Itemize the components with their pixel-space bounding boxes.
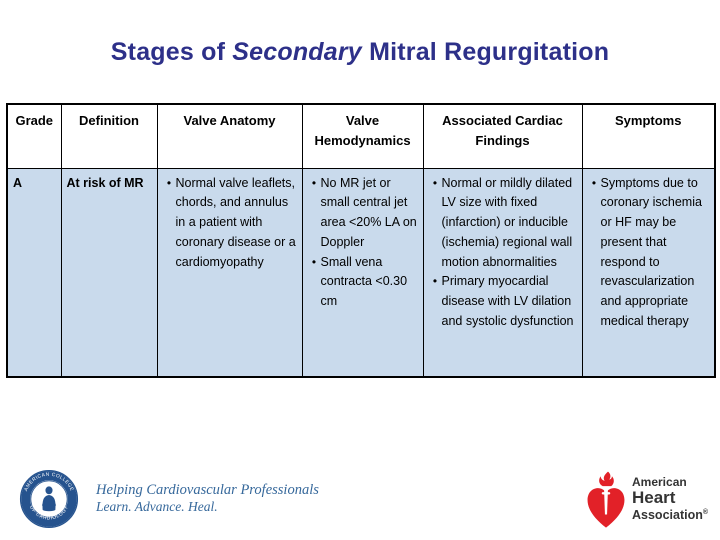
symptoms-bullet-1: Symptoms due to coronary ischemia or HF … (588, 174, 713, 332)
symptoms-cell: Symptoms due to coronary ischemia or HF … (581, 167, 716, 378)
header-row: Grade Definition Valve Anatomy Valve Hem… (6, 103, 716, 169)
grade-cell: A (6, 167, 62, 378)
aha-logo: American Heart Association® (586, 471, 714, 531)
aha-line3: Association® (632, 508, 709, 523)
title-suffix: Mitral Regurgitation (361, 38, 610, 66)
cardiac-findings-bullet-1: Normal or mildly dilated LV size with fi… (429, 174, 580, 273)
acc-seal-icon: AMERICAN COLLEGE OF CARDIOLOGY (19, 469, 79, 529)
header-definition: Definition (60, 103, 158, 169)
acc-tagline-line2: Learn. Advance. Heal. (96, 499, 218, 514)
title-prefix: Stages of (110, 38, 233, 66)
valve-hemodynamics-cell: No MR jet or small central jet area <20%… (301, 167, 424, 378)
header-symptoms: Symptoms (581, 103, 716, 169)
table-row-grade-a: A At risk of MR Normal valve leaflets, c… (6, 167, 716, 378)
aha-heart-torch-icon (587, 471, 625, 528)
associated-cardiac-findings-cell: Normal or mildly dilated LV size with fi… (422, 167, 583, 378)
valve-hemodynamics-bullet-1: No MR jet or small central jet area <20%… (308, 174, 421, 253)
acc-seal-figure (41, 486, 57, 512)
valve-anatomy-cell: Normal valve leaflets, chords, and annul… (156, 167, 303, 378)
registered-mark: ® (702, 509, 709, 516)
header-associated-cardiac-findings: Associated Cardiac Findings (422, 103, 583, 169)
header-valve-anatomy: Valve Anatomy (156, 103, 303, 169)
valve-anatomy-bullet-1: Normal valve leaflets, chords, and annul… (163, 174, 300, 273)
acc-tagline: Helping Cardiovascular Professionals Lea… (96, 482, 319, 515)
aha-text: American Heart Association® (632, 476, 708, 522)
cardiac-findings-bullet-2: Primary myocardial disease with LV dilat… (429, 272, 580, 331)
stages-table: Grade Definition Valve Anatomy Valve Hem… (6, 103, 716, 378)
valve-hemodynamics-bullet-2: Small vena contracta <0.30 cm (308, 253, 421, 312)
aha-line2: Heart (632, 488, 676, 507)
definition-cell: At risk of MR (60, 167, 158, 378)
header-grade: Grade (6, 103, 62, 169)
title-italic-word: Secondary (232, 38, 362, 66)
page-title: Stages of Secondary Mitral Regurgitation (0, 38, 720, 67)
header-valve-hemodynamics: Valve Hemodynamics (301, 103, 424, 169)
acc-tagline-line1: Helping Cardiovascular Professionals (96, 482, 319, 498)
aha-line1: American (632, 475, 687, 489)
